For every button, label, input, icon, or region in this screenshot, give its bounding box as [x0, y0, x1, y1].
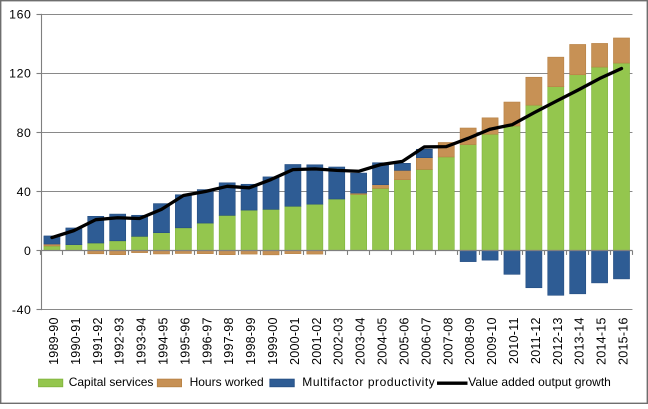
svg-text:2001-02: 2001-02 — [310, 317, 324, 365]
svg-text:120: 120 — [9, 67, 31, 81]
svg-text:2004-05: 2004-05 — [376, 317, 390, 365]
svg-text:2002-03: 2002-03 — [332, 317, 346, 365]
svg-text:1991-92: 1991-92 — [91, 317, 105, 365]
svg-text:1994-95: 1994-95 — [156, 317, 170, 365]
svg-text:2009-10: 2009-10 — [485, 317, 499, 365]
svg-text:160: 160 — [9, 8, 31, 22]
svg-text:1995-96: 1995-96 — [178, 317, 192, 365]
svg-text:2007-08: 2007-08 — [441, 317, 455, 365]
svg-text:0: 0 — [24, 244, 31, 258]
svg-text:2011-12: 2011-12 — [529, 317, 543, 364]
svg-text:1999-00: 1999-00 — [266, 317, 280, 365]
svg-text:1997-98: 1997-98 — [222, 317, 236, 365]
svg-text:Multifactor productivity: Multifactor productivity — [302, 375, 435, 389]
svg-text:-40: -40 — [12, 303, 32, 317]
svg-text:2015-16: 2015-16 — [617, 317, 631, 365]
svg-text:Hours worked: Hours worked — [190, 375, 264, 389]
svg-text:2006-07: 2006-07 — [419, 317, 433, 365]
svg-text:Value added output growth: Value added output growth — [468, 375, 611, 389]
svg-text:2003-04: 2003-04 — [354, 317, 368, 365]
svg-text:2013-14: 2013-14 — [573, 317, 587, 365]
svg-text:2012-13: 2012-13 — [551, 317, 565, 365]
svg-text:1992-93: 1992-93 — [113, 317, 127, 365]
svg-text:1998-99: 1998-99 — [244, 317, 258, 365]
svg-text:40: 40 — [17, 185, 32, 199]
svg-text:2000-01: 2000-01 — [288, 317, 302, 365]
svg-text:Capital services: Capital services — [69, 375, 154, 389]
svg-text:1993-94: 1993-94 — [135, 317, 149, 365]
svg-text:2014-15: 2014-15 — [595, 317, 609, 365]
svg-text:1990-91: 1990-91 — [69, 317, 83, 365]
svg-text:2008-09: 2008-09 — [463, 317, 477, 365]
svg-text:2005-06: 2005-06 — [397, 317, 411, 365]
svg-text:2010-11: 2010-11 — [507, 317, 521, 364]
svg-text:80: 80 — [17, 126, 32, 140]
svg-text:1996-97: 1996-97 — [200, 317, 214, 365]
svg-text:1989-90: 1989-90 — [47, 317, 61, 365]
